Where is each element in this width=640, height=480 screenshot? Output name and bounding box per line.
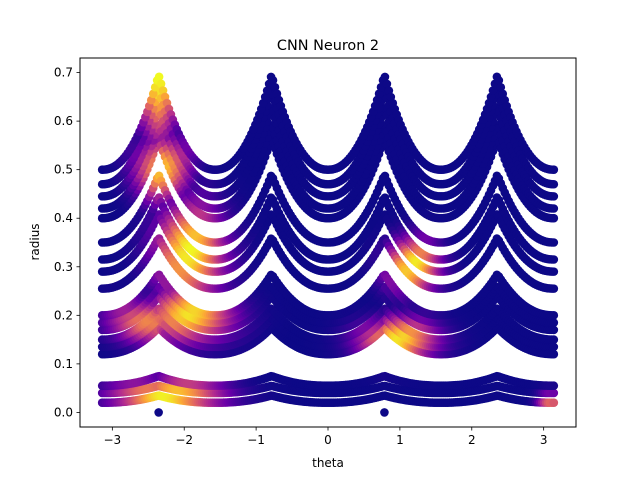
- scatter-point-band-17: [380, 72, 390, 82]
- x-tick-label: 1: [396, 433, 404, 447]
- x-tick-label: −2: [175, 433, 193, 447]
- y-tick-label: 0.4: [54, 211, 73, 225]
- scatter-point-band-7: [549, 318, 559, 327]
- scatter-point-band-17: [262, 86, 272, 95]
- scatter-point-band-17: [148, 89, 158, 99]
- scatter-point-band-15: [549, 192, 559, 201]
- y-tick-label: 0.7: [54, 66, 73, 80]
- scatter-point-band-11: [549, 255, 559, 264]
- scatter-point-band-12: [549, 238, 559, 247]
- scatter-point-band-10: [549, 267, 559, 276]
- y-axis-label: radius: [28, 223, 42, 260]
- scatter-point-band-4: [549, 342, 559, 352]
- x-tick-label: 0: [324, 433, 332, 447]
- chart-title: CNN Neuron 2: [277, 38, 379, 54]
- scatter-point-band-17: [156, 79, 166, 89]
- scatter-point-band-5: [549, 335, 559, 344]
- x-axis-label: theta: [312, 456, 344, 470]
- scatter-point-band-17: [496, 82, 506, 92]
- scatter-point-band-13: [549, 213, 559, 223]
- x-tick-label: 3: [540, 433, 548, 447]
- y-tick-label: 0.0: [54, 405, 73, 419]
- scatter-points: [97, 72, 559, 417]
- scatter-point-band-17: [494, 76, 504, 85]
- y-tick-label: 0.5: [54, 163, 73, 177]
- scatter-point-band-9: [549, 284, 559, 293]
- y-tick-label: 0.6: [54, 114, 73, 128]
- scatter-point-band-8: [549, 311, 559, 320]
- x-axis-ticks: −3 −2 −1 0 1 2 3: [103, 427, 547, 447]
- y-axis-ticks: 0.0 0.1 0.2 0.3 0.4 0.5 0.6 0.7: [54, 66, 80, 419]
- scatter-point-band-17: [382, 79, 392, 89]
- scatter-point-band-2: [549, 381, 559, 391]
- scatter-point-band-6: [549, 325, 559, 335]
- scatter-point-band-14: [549, 204, 559, 213]
- scatter-point-band-1: [549, 388, 559, 398]
- y-tick-label: 0.3: [54, 260, 73, 274]
- scatter-point-band-17: [549, 165, 559, 174]
- scatter-point-band-17: [270, 82, 280, 92]
- scatter-point-band-16: [549, 179, 559, 189]
- y-tick-label: 0.2: [54, 308, 73, 322]
- scatter-point-band-3: [549, 349, 559, 359]
- isolated-point-1: [380, 408, 389, 417]
- scatter-point-band-17: [268, 75, 278, 85]
- isolated-point-0: [154, 408, 163, 417]
- x-tick-label: −3: [103, 433, 121, 447]
- x-tick-label: −1: [247, 433, 265, 447]
- scatter-point-band-0: [549, 398, 559, 408]
- scatter-point-band-17: [154, 72, 164, 82]
- scatter-point-band-17: [374, 89, 384, 98]
- x-tick-label: 2: [468, 433, 476, 447]
- scatter-point-band-17: [488, 86, 498, 95]
- y-tick-label: 0.1: [54, 357, 73, 371]
